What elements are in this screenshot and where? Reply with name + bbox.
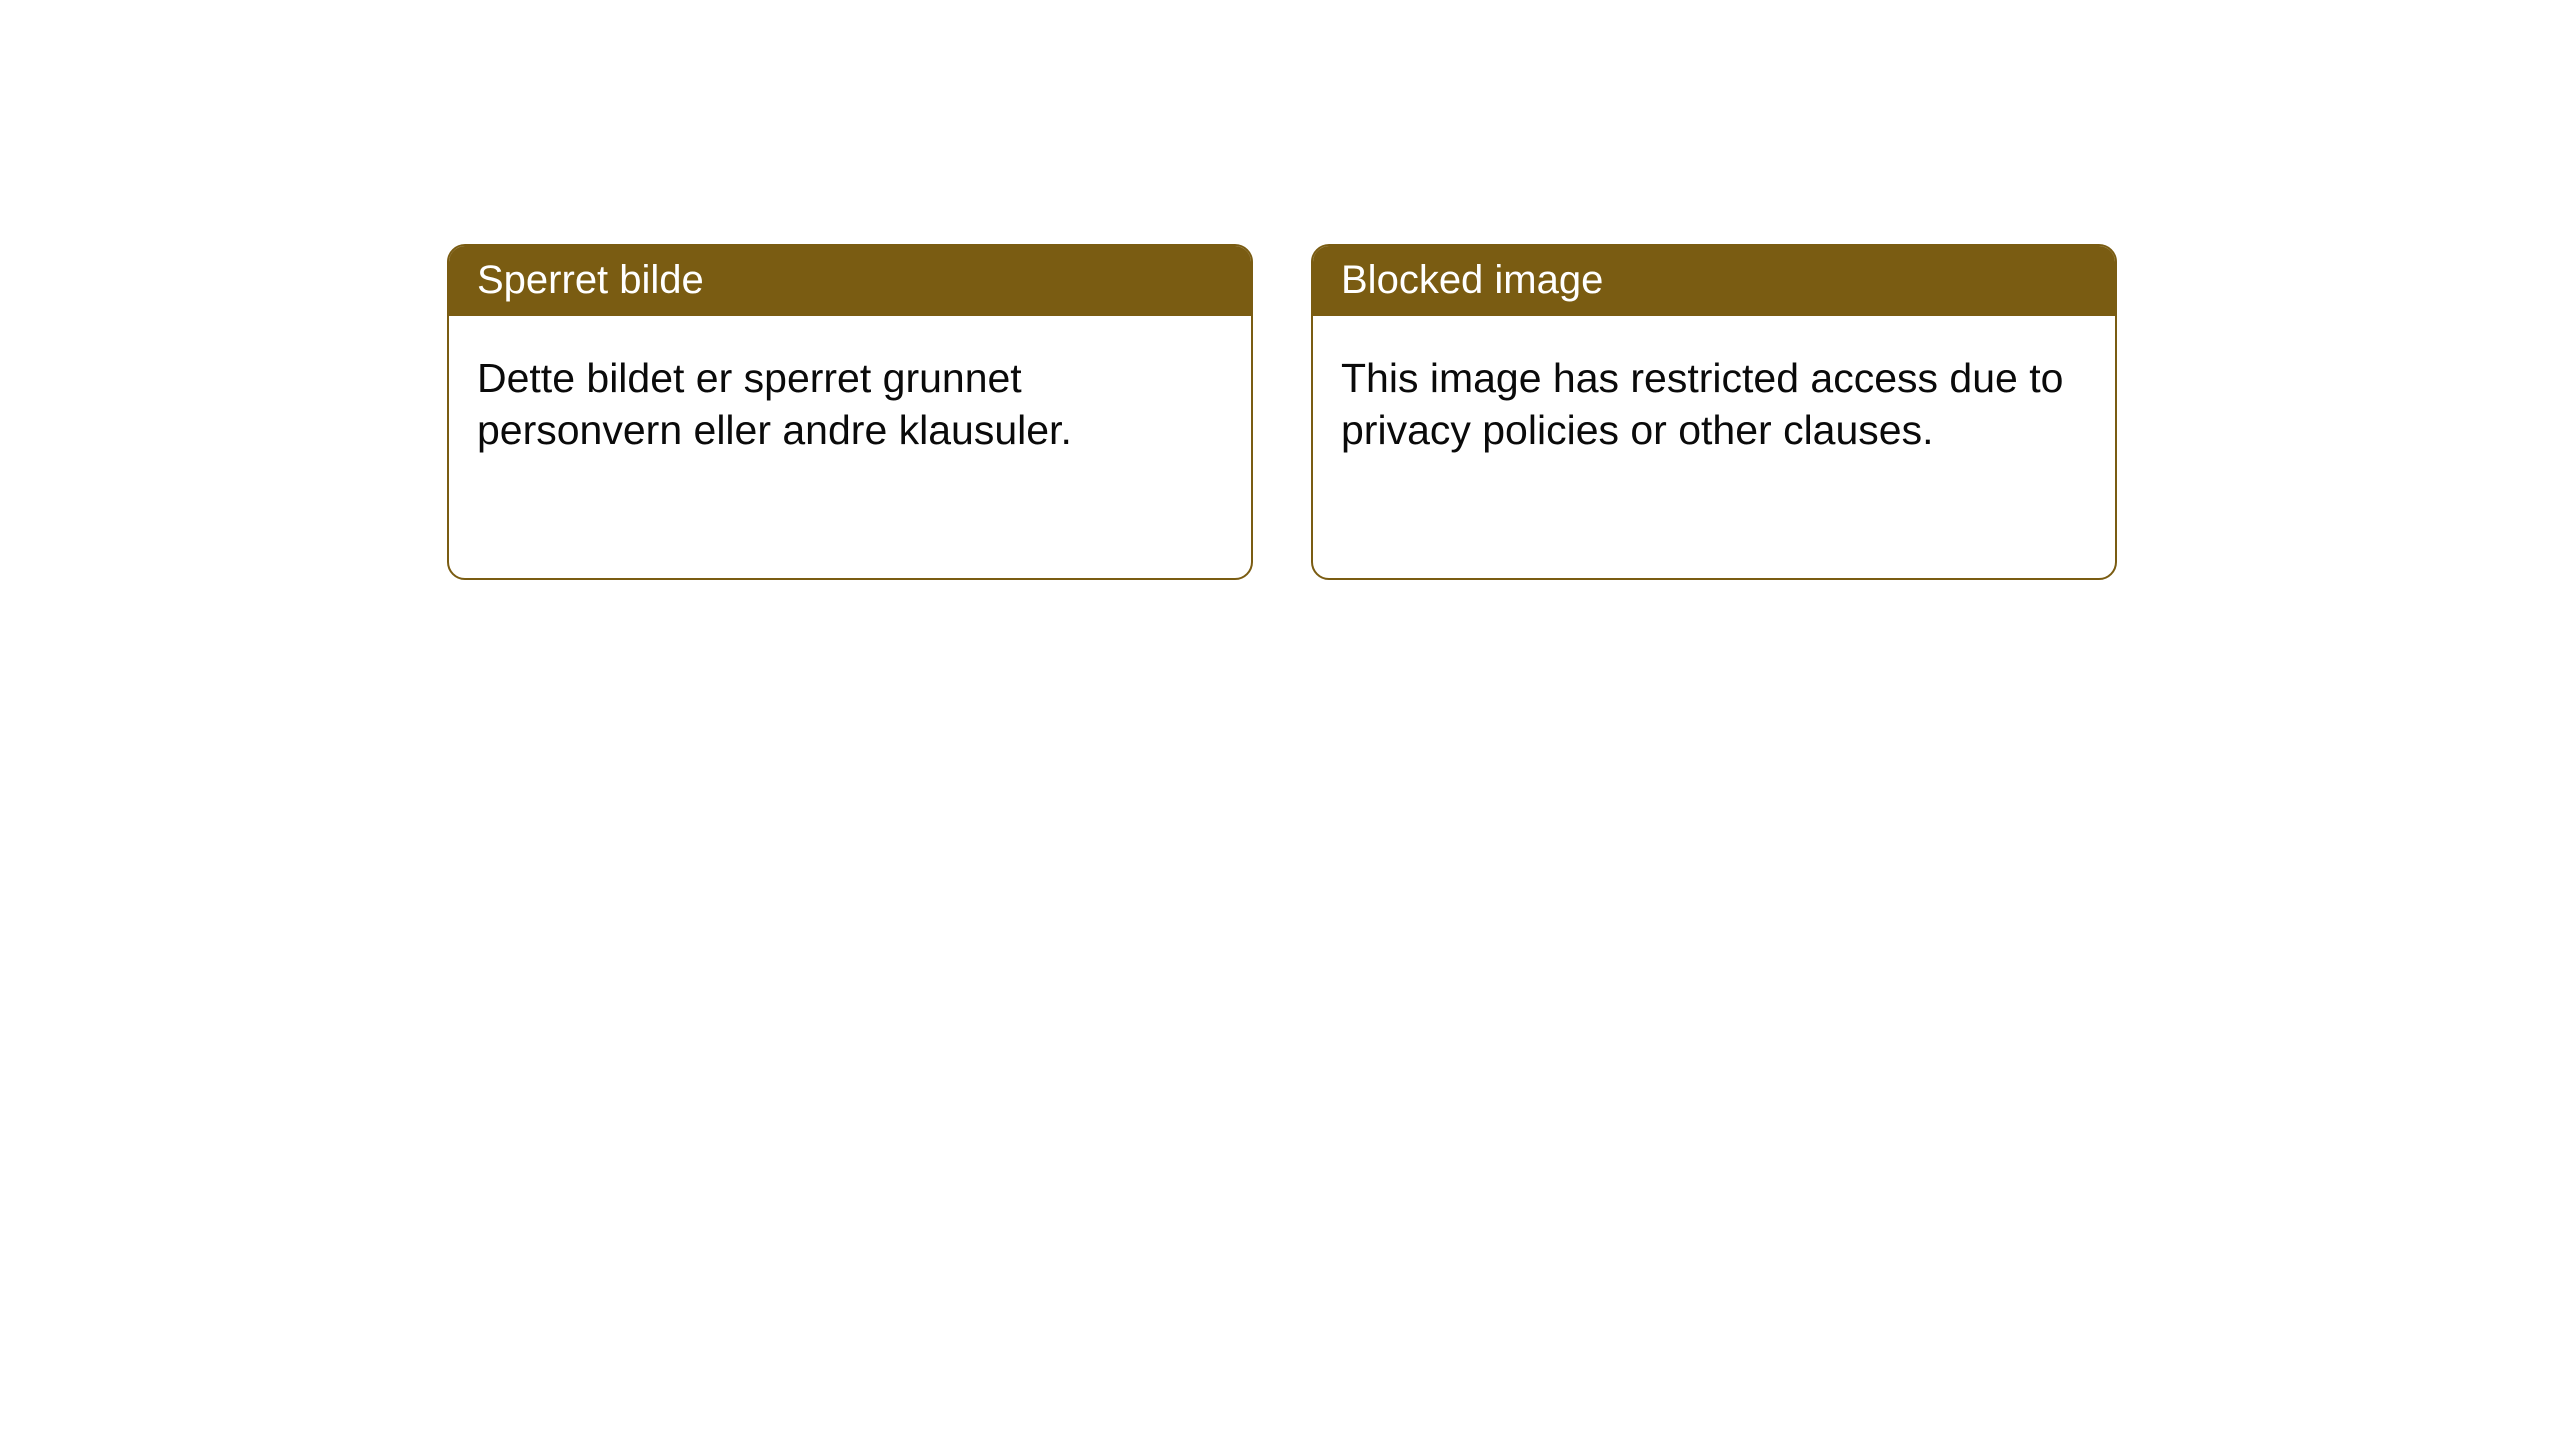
card-header-english: Blocked image xyxy=(1313,246,2115,316)
card-header-norwegian: Sperret bilde xyxy=(449,246,1251,316)
card-body-english: This image has restricted access due to … xyxy=(1313,316,2115,485)
notice-cards-container: Sperret bilde Dette bildet er sperret gr… xyxy=(0,0,2560,580)
blocked-image-card-norwegian: Sperret bilde Dette bildet er sperret gr… xyxy=(447,244,1253,580)
card-body-norwegian: Dette bildet er sperret grunnet personve… xyxy=(449,316,1251,485)
blocked-image-card-english: Blocked image This image has restricted … xyxy=(1311,244,2117,580)
